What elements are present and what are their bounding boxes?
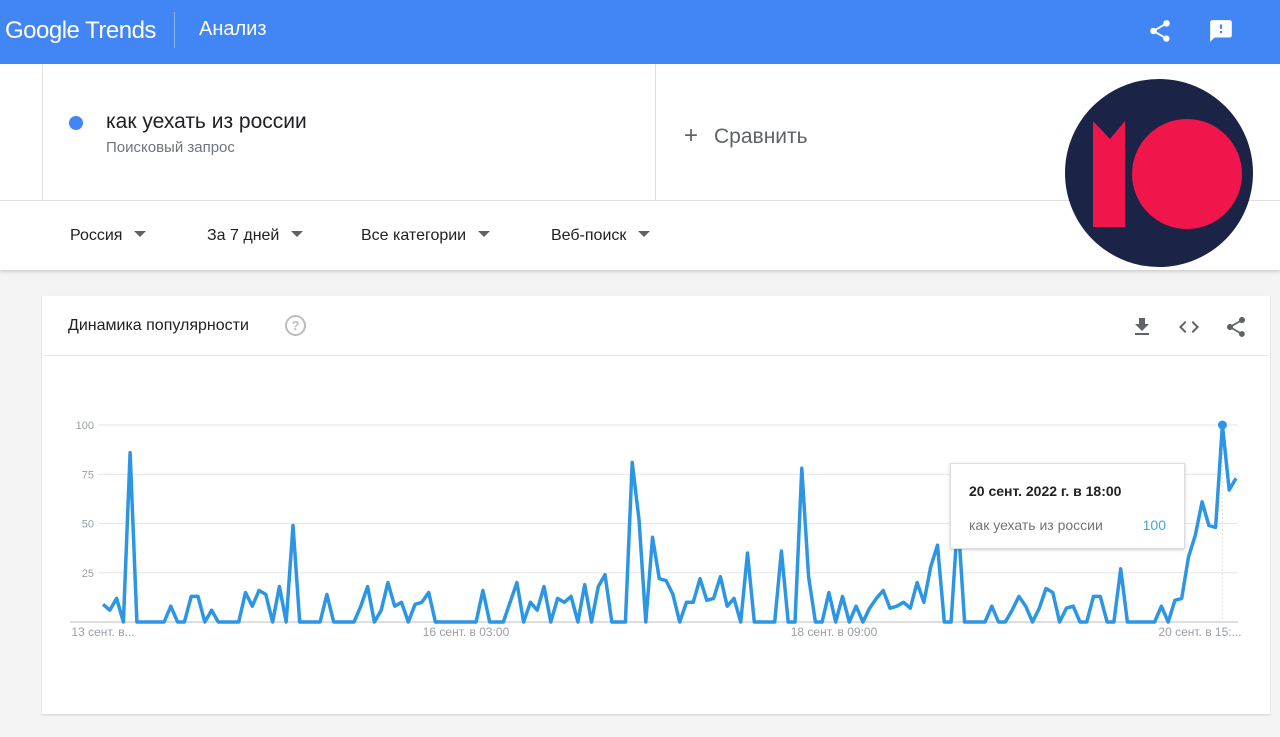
header-divider [174,12,175,48]
caret-down-icon [638,230,651,237]
y-tick-label: 75 [82,469,94,481]
search-term-type: Поисковый запрос [106,139,235,156]
series-color-dot [69,116,83,130]
plus-icon: + [684,122,699,149]
y-tick-label: 100 [76,420,94,432]
y-tick-label: 50 [82,519,94,531]
x-tick-label: 16 сент. в 03:00 [423,625,510,639]
tooltip-value: 100 [1142,517,1166,533]
share-icon[interactable] [1224,315,1248,339]
time-filter[interactable]: За 7 дней [207,227,304,245]
caret-down-icon [134,230,147,237]
compare-button[interactable]: + Сравнить [684,122,808,149]
card-divider [42,355,1270,356]
x-tick-label: 13 сент. в... [71,625,134,639]
embed-icon[interactable] [1177,315,1201,339]
data-point [1217,420,1227,430]
help-icon[interactable]: ? [285,315,306,336]
feedback-icon[interactable] [1208,18,1234,44]
app-header: Google Trends Анализ [0,0,1280,64]
y-tick-label: 25 [82,568,94,580]
search-term-card[interactable]: как уехать из россии Поисковый запрос [42,64,656,201]
page-title: Анализ [199,18,267,40]
download-icon[interactable] [1130,315,1154,339]
series-line [101,423,1238,624]
card-title: Динамика популярности [68,317,249,334]
x-tick-label: 20 сент. в 15:... [1158,625,1241,639]
caret-down-icon [478,230,491,237]
tooltip-term: как уехать из россии [969,517,1103,533]
caret-down-icon [291,230,304,237]
category-filter[interactable]: Все категории [361,227,491,245]
google-trends-logo[interactable]: Google Trends [5,17,156,44]
filters-bar: Россия За 7 дней Все категории Веб-поиск [0,201,1280,270]
tooltip-date: 20 сент. 2022 г. в 18:00 [969,483,1122,499]
share-icon[interactable] [1147,18,1173,44]
search-term[interactable]: как уехать из россии [106,110,307,133]
search-type-filter[interactable]: Веб-поиск [551,227,651,245]
x-tick-label: 18 сент. в 09:00 [791,625,878,639]
brand-logo-watermark [1065,79,1253,267]
region-filter[interactable]: Россия [70,227,147,245]
chart-tooltip: 20 сент. 2022 г. в 18:00 как уехать из р… [950,463,1185,549]
